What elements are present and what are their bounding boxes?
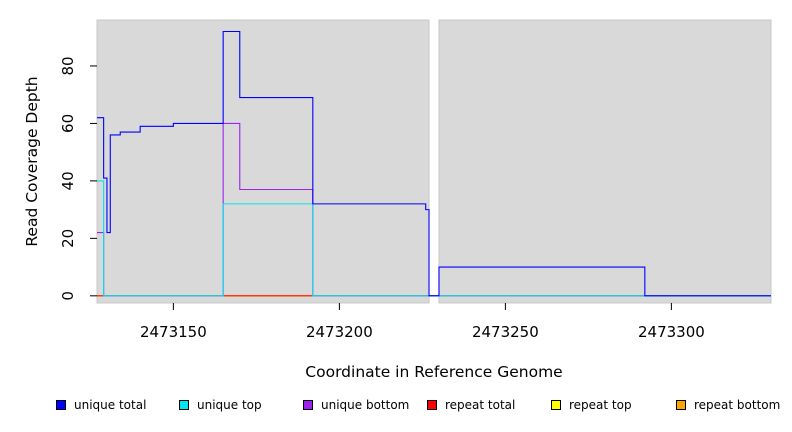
legend-label: repeat total [445,398,516,412]
legend-item-unique-top: unique top [179,398,262,412]
shaded-region [96,19,430,304]
legend-item-repeat-bottom: repeat bottom [676,398,780,412]
y-tick-label: 80 [59,56,77,75]
legend-label: repeat bottom [694,398,781,412]
y-tick-label: 0 [59,291,77,301]
legend-swatch [427,400,437,410]
x-axis-title: Coordinate in Reference Genome [305,363,562,381]
y-axis-title: Read Coverage Depth [23,76,41,246]
x-axis: 2473150 2473200 2473250 2473300 [140,303,705,341]
legend-swatch [56,400,66,410]
series-lines [97,30,771,297]
legend-swatch [179,400,189,410]
legend-swatch [551,400,561,410]
x-tick-label: 2473250 [472,323,539,341]
y-tick-label: 40 [59,171,77,190]
legend: unique total unique top unique bottom re… [0,398,792,420]
x-tick-label: 2473200 [306,323,373,341]
legend-label: unique top [197,398,262,412]
series-line-unique-top [97,180,771,297]
legend-item-repeat-top: repeat top [551,398,632,412]
x-tick-label: 2473150 [140,323,207,341]
shaded-region [438,19,772,304]
y-tick-label: 60 [59,114,77,133]
legend-swatch [303,400,313,410]
y-axis: 0 20 40 60 80 [59,56,97,301]
y-tick-label: 20 [59,229,77,248]
series-line-unique-total [97,30,771,297]
legend-swatch [676,400,686,410]
legend-item-unique-bottom: unique bottom [303,398,409,412]
plot-regions [96,19,772,304]
legend-item-repeat-total: repeat total [427,398,515,412]
legend-label: unique total [74,398,147,412]
legend-label: repeat top [569,398,632,412]
legend-item-unique-total: unique total [56,398,146,412]
x-tick-label: 2473300 [638,323,705,341]
legend-label: unique bottom [321,398,410,412]
